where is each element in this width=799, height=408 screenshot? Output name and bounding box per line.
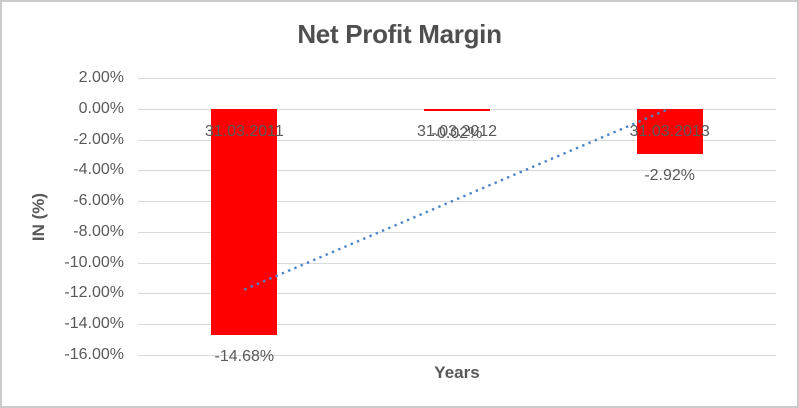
y-tick-label: -2.00% — [73, 130, 124, 148]
gridline — [138, 324, 776, 326]
data-label: -14.68% — [214, 348, 275, 366]
category-label: 31.03.2011 — [204, 122, 284, 140]
bar[interactable] — [211, 108, 278, 335]
y-tick-label: -12.00% — [64, 284, 124, 302]
data-label: -0.02% — [431, 124, 483, 142]
data-label: -2.92% — [644, 167, 696, 185]
y-tick-label: 2.00% — [78, 69, 124, 86]
gridline — [138, 78, 776, 79]
chart-title: Net Profit Margin — [297, 19, 502, 49]
y-tick-label: 0.00% — [78, 99, 124, 117]
gridline — [138, 355, 776, 356]
y-tick-label: -16.00% — [64, 346, 124, 363]
x-axis-title: Years — [434, 363, 480, 382]
bar[interactable] — [424, 108, 490, 112]
category-label: 31.03.2012 — [416, 122, 498, 140]
y-tick-label: -14.00% — [64, 315, 124, 333]
y-tick-label: -10.00% — [64, 253, 124, 271]
y-tick-label: -6.00% — [73, 192, 124, 210]
y-tick-label: -4.00% — [73, 161, 124, 179]
y-tick-label: -8.00% — [73, 222, 124, 240]
gridline — [138, 293, 776, 295]
category-label: 31.03.2013 — [629, 122, 710, 140]
